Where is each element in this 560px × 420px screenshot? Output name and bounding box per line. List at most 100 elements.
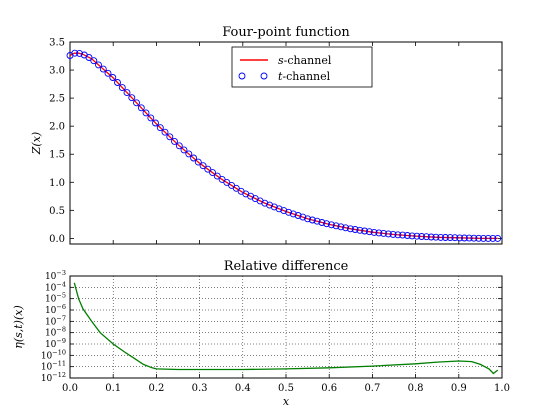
- t-channel-marker: [399, 231, 407, 239]
- tick-base: 10: [45, 272, 57, 282]
- t-channel-marker: [384, 230, 392, 238]
- t-channel-marker: [118, 84, 126, 92]
- t-channel-marker: [318, 219, 326, 226]
- top-y-tick-label: 2.5: [49, 94, 65, 105]
- t-channel-marker: [161, 128, 169, 136]
- t-channel-marker: [171, 137, 178, 145]
- bottom-x-tick-label: 0.5: [278, 383, 294, 394]
- t-channel-marker: [408, 232, 416, 240]
- legend-s-label-suffix: -channel: [284, 54, 332, 67]
- top-y-tick-label: 1.0: [49, 178, 65, 189]
- relative-difference-line: [73, 282, 499, 375]
- t-channel-marker: [190, 154, 198, 162]
- t-channel-marker: [351, 226, 359, 233]
- t-channel-marker: [76, 49, 83, 57]
- t-channel-marker: [209, 169, 217, 177]
- t-channel-marker: [152, 119, 159, 127]
- bottom-y-tick-label: 10−9: [45, 337, 66, 350]
- t-channel-marker: [342, 224, 350, 232]
- bottom-x-axis-label: x: [283, 395, 290, 408]
- top-y-tick-label: 1.5: [49, 150, 65, 161]
- tick-base: 10: [45, 283, 57, 293]
- tick-base: 10: [41, 351, 53, 361]
- t-channel-marker: [71, 49, 79, 57]
- t-channel-marker: [128, 94, 136, 102]
- t-channel-marker: [289, 210, 297, 218]
- t-channel-marker: [394, 231, 402, 239]
- top-y-axis-label: Z(x): [30, 132, 43, 155]
- t-channel-marker: [337, 223, 345, 231]
- t-channel-marker: [261, 199, 269, 207]
- legend-t-swatch: [238, 72, 246, 80]
- tick-base: 10: [45, 340, 57, 350]
- t-channel-marker: [479, 234, 487, 242]
- t-channel-marker: [104, 69, 112, 77]
- t-channel-marker: [389, 230, 397, 238]
- t-channel-marker: [294, 212, 302, 219]
- bottom-y-tick-label: 10−11: [41, 360, 66, 373]
- bottom-x-tick-label: 0.8: [408, 383, 424, 394]
- tick-exponent: −11: [52, 360, 66, 368]
- t-channel-marker: [494, 234, 502, 242]
- t-channel-marker: [166, 133, 174, 141]
- t-channel-marker: [313, 217, 321, 225]
- t-channel-marker: [299, 213, 307, 221]
- tick-exponent: −9: [56, 337, 66, 345]
- tick-exponent: −3: [56, 269, 66, 277]
- t-channel-marker: [323, 220, 331, 228]
- tick-exponent: −8: [56, 326, 66, 334]
- t-channel-marker: [285, 208, 293, 216]
- bottom-y-tick-label: 10−6: [45, 303, 66, 316]
- tick-exponent: −12: [52, 371, 66, 379]
- t-channel-marker: [365, 228, 373, 236]
- t-channel-marker: [451, 234, 459, 242]
- t-channel-marker: [133, 99, 140, 107]
- t-channel-marker: [185, 150, 193, 158]
- t-channel-marker: [356, 226, 364, 234]
- t-channel-marker: [413, 232, 421, 240]
- t-channel-marker: [280, 207, 288, 215]
- bottom-x-tick-label: 0.2: [148, 383, 164, 394]
- legend-s-label-var: s: [278, 54, 284, 67]
- legend-s-label: s-channel: [278, 54, 332, 67]
- legend-t-swatch: [260, 72, 268, 80]
- legend-t-label-var: t: [278, 70, 283, 83]
- legend-box: [231, 46, 373, 88]
- legend-t-label-suffix: -channel: [282, 70, 330, 83]
- t-channel-marker: [270, 203, 278, 211]
- t-channel-marker: [266, 201, 274, 209]
- t-channel-marker: [346, 225, 354, 233]
- t-channel-marker: [361, 227, 369, 235]
- bottom-x-tick-label: 0.1: [105, 383, 121, 394]
- tick-base: 10: [41, 374, 53, 384]
- bottom-y-tick-label: 10−8: [45, 326, 66, 339]
- t-channel-marker: [446, 234, 454, 242]
- t-channel-marker: [437, 233, 445, 241]
- tick-exponent: −5: [56, 292, 66, 300]
- tick-base: 10: [45, 295, 57, 305]
- top-y-tick-label: 3.5: [49, 38, 65, 49]
- t-channel-marker: [137, 104, 145, 112]
- t-channel-marker: [418, 233, 426, 240]
- tick-base: 10: [45, 329, 57, 339]
- bottom-x-tick-label: 0.7: [364, 383, 380, 394]
- bottom-y-tick-label: 10−10: [41, 348, 66, 361]
- t-channel-marker: [403, 232, 411, 239]
- t-channel-marker: [308, 216, 316, 224]
- t-channel-marker: [194, 158, 202, 166]
- t-channel-marker: [375, 229, 383, 237]
- t-channel-marker: [142, 109, 150, 117]
- t-channel-marker: [432, 233, 440, 241]
- t-channel-marker: [175, 142, 183, 150]
- tick-exponent: −4: [56, 280, 66, 288]
- bottom-x-tick-label: 0.9: [451, 383, 467, 394]
- bottom-y-tick-label: 10−4: [45, 280, 66, 293]
- t-channel-marker: [327, 221, 335, 229]
- bottom-x-tick-label: 1.0: [494, 383, 510, 394]
- t-channel-marker: [275, 205, 283, 213]
- bottom-x-tick-label: 0.4: [235, 383, 251, 394]
- t-channel-marker: [223, 178, 231, 186]
- t-channel-marker: [156, 124, 164, 132]
- t-channel-marker: [213, 172, 221, 180]
